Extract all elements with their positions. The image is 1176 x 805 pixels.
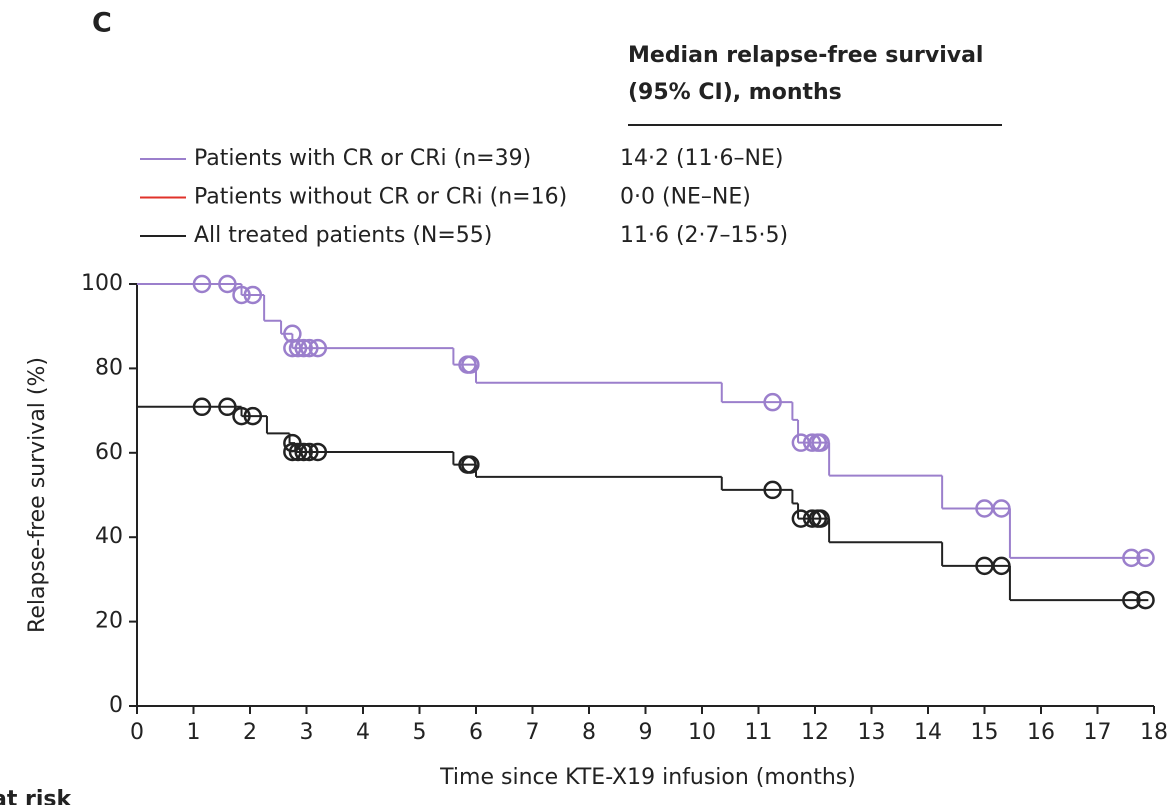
censor-mark — [192, 397, 212, 417]
censor-mark — [992, 556, 1011, 576]
censor-mark — [300, 338, 319, 358]
censor-mark — [461, 455, 480, 474]
x-tick-label: 13 — [858, 720, 886, 745]
x-tick-label: 11 — [745, 720, 773, 745]
table-header: (95% CI), months — [628, 80, 842, 105]
x-tick-label: 7 — [526, 720, 540, 745]
censor-mark — [243, 406, 263, 426]
median-text: 0·0 (NE–NE) — [620, 185, 751, 210]
x-tick-label: 14 — [914, 720, 942, 745]
censor-mark — [308, 442, 328, 462]
censor-mark — [218, 274, 237, 294]
y-tick-label: 20 — [95, 609, 123, 634]
x-tick-label: 1 — [187, 720, 201, 745]
censor-mark — [811, 433, 830, 452]
legend-label: Patients without CR or CRi (n=16) — [194, 185, 567, 210]
x-tick-label: 12 — [801, 720, 829, 745]
median-text: 14·2 (11·6–NE) — [620, 146, 784, 171]
x-tick-label: 3 — [300, 720, 314, 745]
censor-mark — [763, 480, 782, 500]
censor-mark — [308, 338, 328, 358]
panel-label: C — [92, 8, 112, 39]
y-tick-label: 40 — [95, 524, 123, 549]
censor-mark — [232, 406, 251, 426]
legend-label: All treated patients (N=55) — [194, 223, 492, 248]
y-tick-label: 80 — [95, 355, 123, 380]
censor-mark — [461, 355, 480, 374]
censor-mark — [232, 285, 251, 305]
censor-mark — [1122, 548, 1141, 568]
x-tick-label: 15 — [971, 720, 999, 745]
censor-mark — [294, 442, 313, 462]
x-tick-label: 6 — [469, 720, 483, 745]
censor-mark — [763, 392, 782, 412]
x-tick-label: 10 — [688, 720, 716, 745]
censor-mark — [811, 509, 830, 528]
table-header: Median relapse-free survival — [628, 43, 983, 68]
median-text: 11·6 (2·7–15·5) — [620, 223, 788, 248]
x-tick-label: 16 — [1027, 720, 1055, 745]
censor-mark — [300, 442, 319, 462]
x-axis-label: Time since KTE-X19 infusion (months) — [439, 765, 856, 790]
x-tick-label: 4 — [356, 720, 370, 745]
x-tick-label: 9 — [639, 720, 653, 745]
censor-mark — [218, 397, 237, 417]
x-tick-label: 0 — [130, 720, 144, 745]
x-tick-label: 18 — [1140, 720, 1168, 745]
x-tick-label: 17 — [1084, 720, 1112, 745]
censor-mark — [192, 274, 212, 294]
censor-mark — [992, 499, 1011, 518]
y-tick-label: 60 — [95, 440, 123, 465]
censor-mark — [294, 338, 313, 358]
censor-mark — [1122, 590, 1141, 610]
y-axis-label: Relapse-free survival (%) — [25, 357, 50, 633]
censor-mark — [1136, 548, 1155, 568]
censor-mark — [802, 509, 822, 528]
y-tick-label: 0 — [109, 693, 123, 718]
censor-mark — [1136, 590, 1155, 610]
x-tick-label: 8 — [582, 720, 596, 745]
censor-mark — [243, 285, 263, 305]
legend-label: Patients with CR or CRi (n=39) — [194, 146, 531, 171]
x-tick-label: 2 — [243, 720, 257, 745]
censor-mark — [802, 433, 822, 452]
y-tick-label: 100 — [81, 271, 123, 296]
footer-label: at risk — [0, 787, 73, 805]
x-tick-label: 5 — [413, 720, 427, 745]
censor-mark — [288, 338, 308, 358]
censor-mark — [288, 442, 308, 462]
